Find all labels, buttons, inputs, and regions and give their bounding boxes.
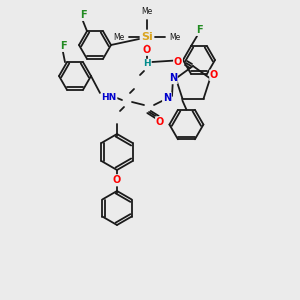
- Text: O: O: [113, 175, 121, 185]
- Text: O: O: [156, 117, 164, 127]
- Text: Me: Me: [141, 7, 153, 16]
- Text: N: N: [169, 74, 177, 83]
- Text: F: F: [196, 25, 202, 35]
- Text: Me: Me: [114, 32, 125, 41]
- Text: H: H: [143, 59, 151, 68]
- Text: Si: Si: [141, 32, 153, 42]
- Text: HN: HN: [101, 94, 117, 103]
- Text: O: O: [174, 57, 182, 67]
- Text: N: N: [163, 93, 171, 103]
- Text: Me: Me: [169, 32, 180, 41]
- Text: O: O: [210, 70, 218, 80]
- Text: F: F: [80, 10, 86, 20]
- Text: O: O: [143, 45, 151, 55]
- Text: F: F: [60, 41, 66, 51]
